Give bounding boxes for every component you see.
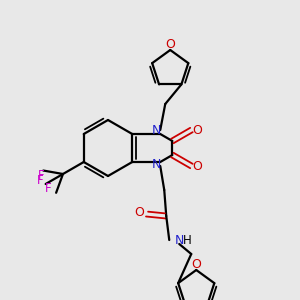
Text: O: O	[191, 259, 201, 272]
Text: N: N	[152, 124, 161, 137]
Text: H: H	[183, 235, 192, 248]
Text: F: F	[45, 182, 51, 195]
Text: O: O	[134, 206, 144, 220]
Text: F: F	[37, 173, 44, 187]
Text: F: F	[38, 169, 45, 182]
Text: O: O	[193, 124, 202, 136]
Text: N: N	[152, 158, 161, 172]
Text: O: O	[193, 160, 202, 172]
Text: O: O	[165, 38, 175, 52]
Text: N: N	[175, 235, 184, 248]
